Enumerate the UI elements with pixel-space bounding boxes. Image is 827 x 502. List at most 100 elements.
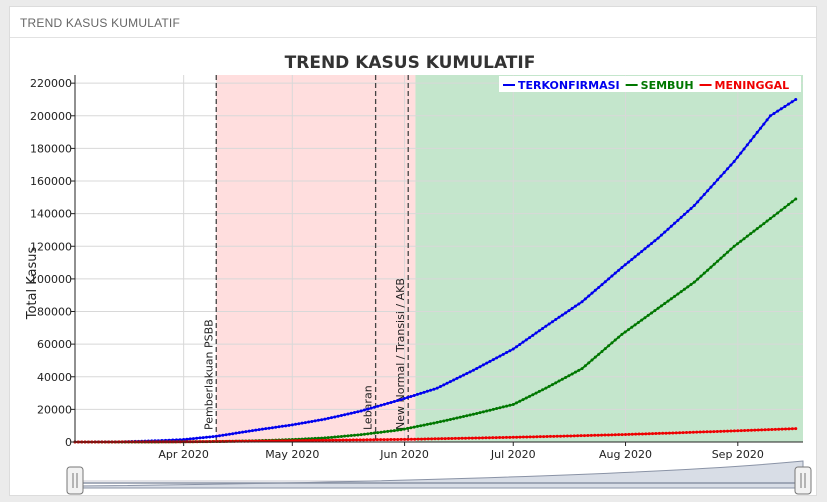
- event-label: New Normal / Transisi / AKB: [394, 278, 407, 430]
- series-point: [565, 434, 569, 438]
- series-point: [294, 422, 298, 426]
- series-point: [478, 365, 482, 369]
- series-point: [409, 426, 413, 430]
- series-point: [185, 437, 189, 441]
- series-point: [358, 438, 362, 442]
- series-point: [567, 309, 571, 313]
- legend-background: [499, 76, 801, 92]
- series-point: [508, 435, 512, 439]
- series-point: [663, 302, 667, 306]
- series-point: [765, 219, 769, 223]
- series-point: [508, 403, 512, 407]
- series-point: [316, 418, 320, 422]
- series-point: [389, 400, 393, 404]
- series-point: [477, 436, 481, 440]
- series-point: [709, 185, 713, 189]
- series-point: [794, 97, 798, 101]
- series-point: [326, 436, 330, 440]
- series-point: [320, 418, 324, 422]
- series-point: [542, 435, 546, 439]
- series-point: [320, 436, 324, 440]
- series-point: [333, 415, 337, 419]
- series-point: [776, 109, 780, 113]
- series-point: [689, 206, 693, 210]
- series-point: [589, 433, 593, 437]
- series-point: [359, 433, 363, 437]
- series-point: [214, 434, 218, 438]
- series-point: [343, 434, 347, 438]
- series-point: [365, 438, 369, 442]
- series-point: [676, 218, 680, 222]
- series-point: [241, 430, 245, 434]
- series-point: [554, 318, 558, 322]
- series-point: [435, 386, 439, 390]
- series-point: [432, 387, 436, 391]
- series-point: [699, 196, 703, 200]
- series-point: [689, 283, 693, 287]
- range-navigator[interactable]: [66, 460, 812, 495]
- series-point: [501, 405, 505, 409]
- series-point: [467, 436, 471, 440]
- series-point: [650, 241, 654, 245]
- series-point: [392, 437, 396, 441]
- series-point: [673, 294, 677, 298]
- series-point: [726, 167, 730, 171]
- series-point: [297, 422, 301, 426]
- series-point: [346, 434, 350, 438]
- series-point: [729, 163, 733, 167]
- y-tick-label: 160000: [30, 175, 72, 188]
- series-point: [307, 438, 311, 442]
- series-point: [583, 297, 587, 301]
- series-point: [736, 429, 740, 433]
- navigator-left-handle[interactable]: [66, 466, 84, 495]
- series-point: [593, 288, 597, 292]
- series-point: [334, 438, 338, 442]
- navigator-right-handle[interactable]: [794, 466, 812, 495]
- y-tick-label: 100000: [30, 273, 72, 286]
- series-point: [191, 437, 195, 441]
- series-point: [794, 197, 798, 201]
- series-point: [630, 325, 634, 329]
- y-tick-label: 60000: [37, 338, 72, 351]
- series-point: [188, 437, 192, 441]
- series-point: [719, 429, 723, 433]
- series-point: [270, 426, 274, 430]
- series-point: [706, 189, 710, 193]
- series-point: [772, 111, 776, 115]
- series-point: [442, 383, 446, 387]
- series-point: [794, 427, 798, 431]
- series-point: [674, 431, 678, 435]
- series-point: [735, 155, 739, 159]
- series-point: [746, 428, 750, 432]
- series-point: [790, 427, 794, 431]
- series-point: [560, 377, 564, 381]
- series-point: [237, 431, 241, 435]
- series-point: [290, 439, 294, 443]
- x-tick-label: Apr 2020: [158, 448, 209, 461]
- series-point: [633, 323, 637, 327]
- series-point: [525, 435, 529, 439]
- series-point: [386, 401, 390, 405]
- series-point: [691, 430, 695, 434]
- series-point: [481, 410, 485, 414]
- series-point: [329, 435, 333, 439]
- series-point: [435, 420, 439, 424]
- series-point: [762, 222, 766, 226]
- series-point: [422, 423, 426, 427]
- series-point: [708, 430, 712, 434]
- series-point: [752, 229, 756, 233]
- series-point: [651, 432, 655, 436]
- series-point: [372, 431, 376, 435]
- series-point: [438, 420, 442, 424]
- series-point: [528, 394, 532, 398]
- series-point: [274, 425, 278, 429]
- series-point: [623, 263, 627, 267]
- series-point: [429, 388, 433, 392]
- series-point: [580, 300, 584, 304]
- series-point: [515, 401, 519, 405]
- series-point: [787, 102, 791, 106]
- axes: 0 20000 40000 60000 80000 100000 120000 140000 1…: [30, 75, 803, 461]
- chart-title: TREND KASUS KUMULATIF: [285, 53, 536, 73]
- series-point: [759, 224, 763, 228]
- series-point: [321, 438, 325, 442]
